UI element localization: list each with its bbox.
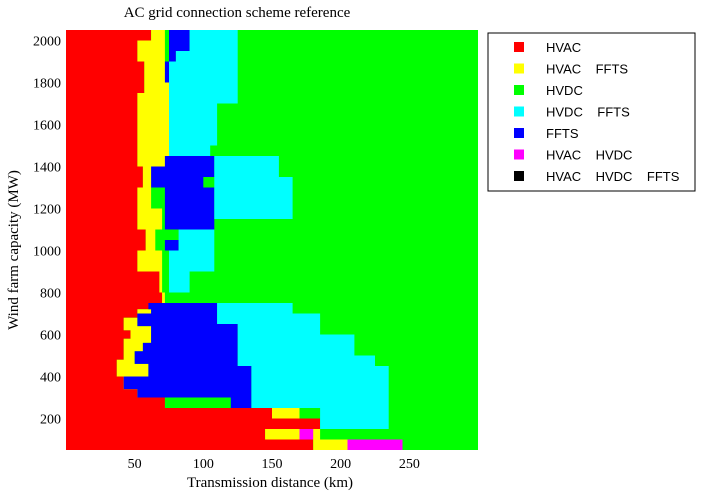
region-5 (169, 30, 238, 167)
x-tick-label: 250 (399, 457, 420, 472)
legend-swatch (514, 149, 524, 160)
region-2 (272, 408, 300, 419)
y-axis-ticks: 200 400 600 800 1000 1200 1400 1600 1800 2000 (33, 35, 61, 428)
y-tick-label: 800 (40, 287, 61, 302)
legend-label: HVDC (546, 83, 583, 98)
chart-title: AC grid connection scheme reference (124, 5, 351, 21)
legend: HVAC HVAC FFTS HVDC HVDC FFTS FFTS HVAC HVDC H… (487, 32, 696, 192)
y-axis-label: Wind farm capacity (MW) (6, 170, 22, 330)
region-11 (217, 303, 389, 429)
y-tick-label: 400 (40, 371, 61, 386)
y-tick-label: 1600 (33, 119, 61, 134)
y-tick-label: 1400 (33, 161, 61, 176)
y-tick-label: 1200 (33, 203, 61, 218)
region-1 (116, 30, 169, 398)
x-tick-label: 200 (330, 457, 351, 472)
y-tick-label: 1000 (33, 245, 61, 260)
legend-swatch (514, 63, 524, 74)
y-tick-label: 2000 (33, 35, 61, 50)
x-axis-ticks: 50 100 150 200 250 (128, 457, 420, 472)
plot-area (66, 30, 478, 450)
legend-swatch (514, 171, 524, 181)
region-8 (164, 240, 179, 251)
y-tick-label: 1800 (33, 77, 61, 92)
x-tick-label: 150 (262, 457, 283, 472)
region-12 (299, 429, 314, 440)
y-tick-label: 200 (40, 413, 61, 428)
scheme-regions (66, 30, 403, 450)
region-6 (151, 156, 215, 230)
region-10 (123, 303, 252, 408)
x-tick-label: 100 (193, 457, 214, 472)
legend-swatch (514, 128, 524, 138)
x-tick-label: 50 (128, 457, 142, 472)
region-9 (169, 229, 215, 293)
legend-label: FFTS (546, 126, 579, 141)
legend-label: HVAC HVDC (546, 148, 632, 163)
legend-label: HVDC FFTS (546, 105, 630, 120)
y-tick-label: 600 (40, 329, 61, 344)
legend-label: HVAC (546, 40, 581, 55)
legend-swatch (514, 106, 524, 117)
x-axis-label: Transmission distance (km) (187, 475, 353, 491)
region-13 (347, 439, 403, 450)
legend-swatch (514, 42, 524, 52)
legend-label: HVAC HVDC FFTS (546, 169, 680, 184)
region-0 (66, 30, 321, 450)
legend-swatch (514, 85, 524, 95)
legend-label: HVAC FFTS (546, 62, 628, 77)
region-7 (214, 156, 293, 219)
